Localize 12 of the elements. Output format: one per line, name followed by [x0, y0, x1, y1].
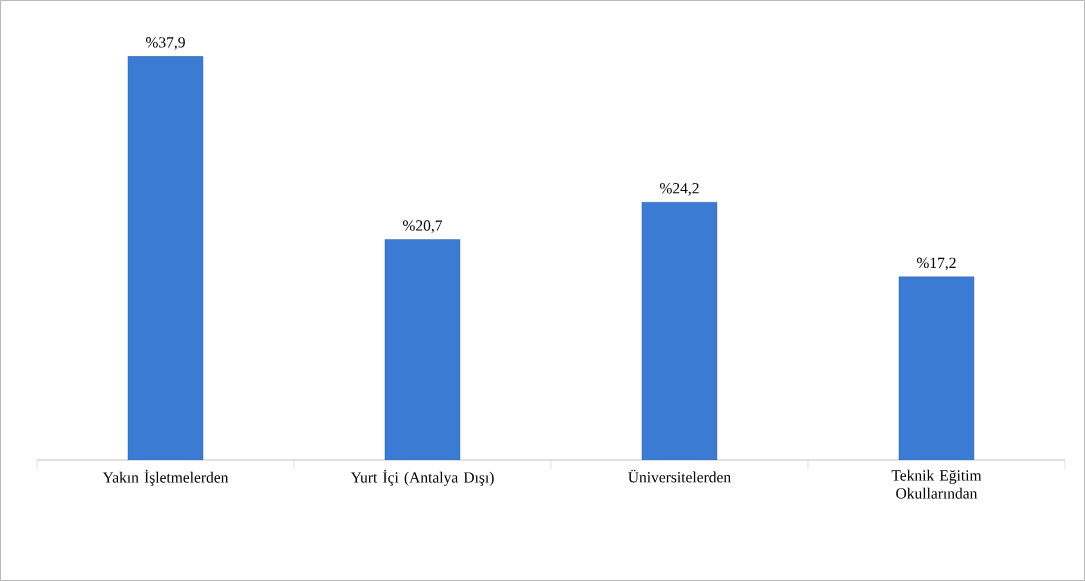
bar [384, 239, 461, 460]
x-tick-label: Yakın İşletmelerden [102, 469, 229, 486]
bar [898, 276, 975, 460]
data-label: %24,2 [659, 183, 699, 196]
x-tick-label: Üniversitelerden [628, 469, 731, 483]
bar [641, 202, 718, 460]
data-label: %37,9 [146, 37, 185, 50]
x-tick-label: Yurt İçi (Antalya Dışı) [350, 469, 494, 486]
x-tick-label: Teknik Eğitim Okullarından [891, 469, 982, 499]
data-label: %17,2 [916, 257, 956, 271]
bar [127, 56, 204, 460]
data-label: %20,7 [403, 220, 443, 234]
